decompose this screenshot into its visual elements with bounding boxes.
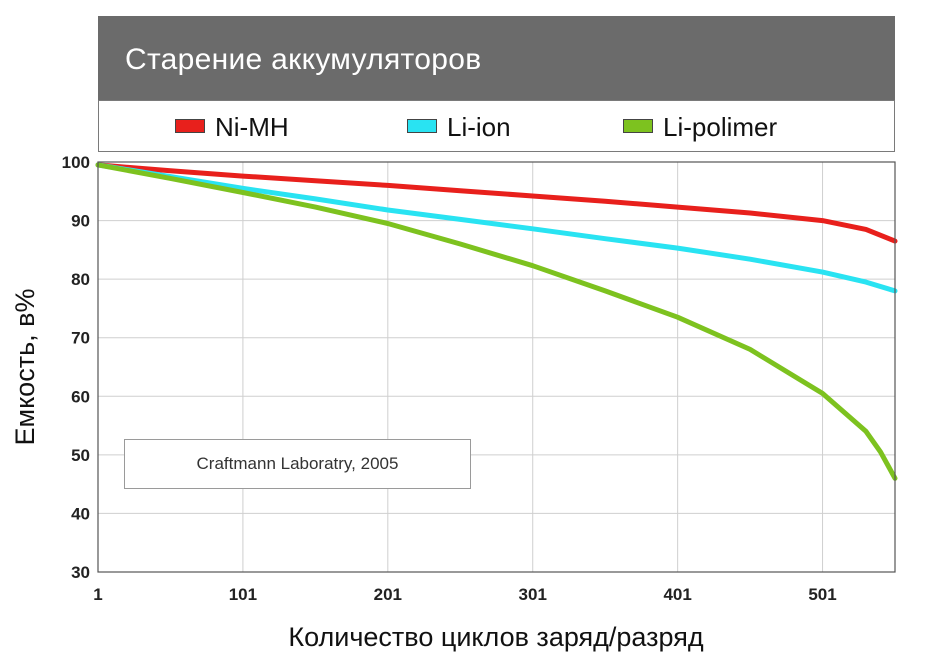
- y-tick-label: 40: [71, 504, 90, 523]
- x-tick-label: 201: [374, 585, 402, 604]
- series-line-li-ion: [95, 162, 898, 294]
- annotation-box: Craftmann Laboratry, 2005: [124, 439, 471, 489]
- chart-title: Старение аккумуляторов: [125, 43, 482, 76]
- x-tick-label: 501: [808, 585, 836, 604]
- y-tick-label: 100: [62, 153, 90, 172]
- series-lines: [95, 162, 898, 481]
- legend-label-li-polimer: Li-polimer: [663, 112, 778, 142]
- y-tick-label: 70: [71, 329, 90, 348]
- tick-labels: 1 101 201 301 401 501 30 40 50 60 70 80 90 100: [62, 153, 837, 604]
- legend-swatch-li-ion: [407, 119, 437, 133]
- x-tick-label: 101: [229, 585, 257, 604]
- y-tick-label: 60: [71, 387, 90, 406]
- legend-label-ni-mh: Ni-MH: [215, 112, 289, 142]
- legend-swatch-li-polimer: [623, 119, 653, 133]
- series-line-ni-mh: [95, 162, 898, 244]
- series-line-li-polimer: [95, 162, 898, 481]
- y-tick-label: 50: [71, 446, 90, 465]
- x-tick-label: 1: [93, 585, 102, 604]
- legend-swatch-ni-mh: [175, 119, 205, 133]
- y-axis-title: Емкость, в%: [10, 289, 40, 446]
- chart-legend: Ni-MH Li-ion Li-polimer: [98, 100, 895, 152]
- plot-frame: [97, 161, 896, 573]
- legend-label-li-ion: Li-ion: [447, 112, 511, 142]
- x-axis-title: Количество циклов заряд/разряд: [288, 622, 704, 652]
- chart-title-bar: Старение аккумуляторов: [98, 16, 895, 100]
- y-tick-label: 30: [71, 563, 90, 582]
- y-tick-label: 90: [71, 212, 90, 231]
- y-tick-label: 80: [71, 270, 90, 289]
- x-tick-label: 301: [519, 585, 547, 604]
- annotation-text: Craftmann Laboratry, 2005: [196, 454, 399, 473]
- x-tick-label: 401: [663, 585, 691, 604]
